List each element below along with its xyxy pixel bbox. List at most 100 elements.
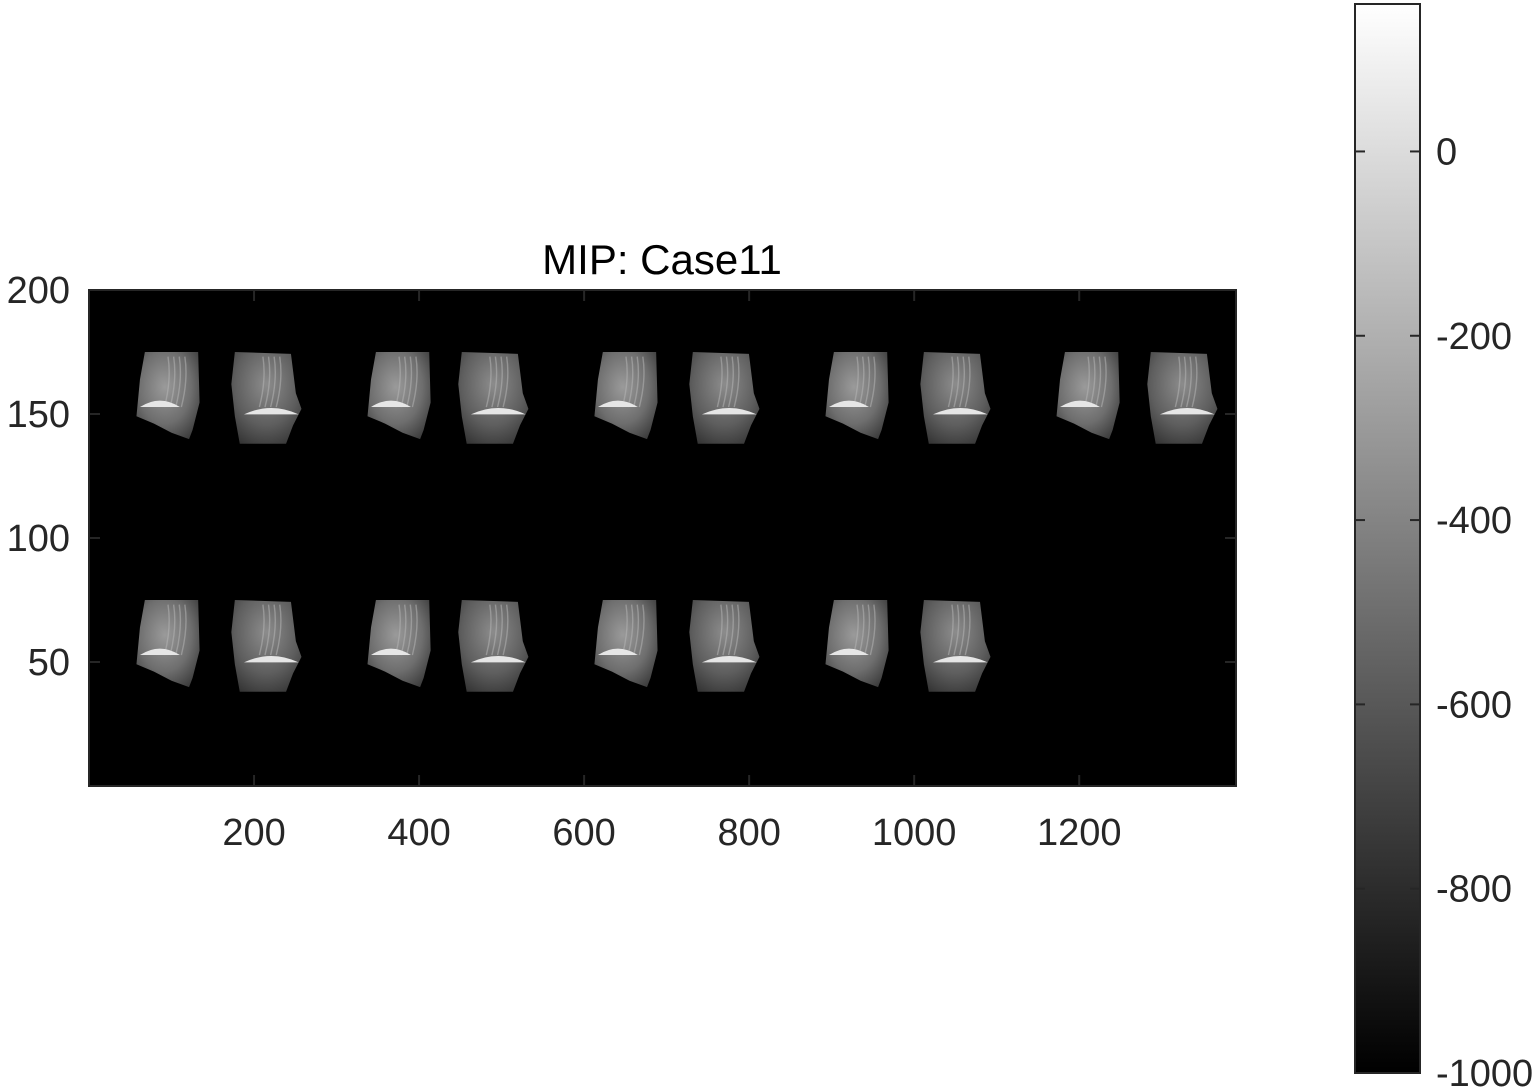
- vessel-streak: [633, 356, 640, 408]
- lung-projection: [367, 352, 431, 440]
- colorbar-tick-label: -800: [1436, 869, 1512, 911]
- vessel-streak: [716, 356, 723, 408]
- top-row-lung-panel: [689, 352, 760, 444]
- y-axis: 50 100 150 200: [7, 270, 1236, 684]
- vessel-streak: [175, 356, 182, 408]
- vessel-streak: [627, 604, 634, 656]
- vessel-streak: [1089, 356, 1096, 408]
- vessel-streak: [400, 604, 407, 656]
- diaphragm-dome: [932, 655, 988, 663]
- vessel-streak: [491, 604, 498, 656]
- diaphragm-dome: [701, 407, 757, 415]
- vessel-streak: [958, 356, 966, 408]
- bottom-row-lung-panel: [136, 600, 200, 688]
- vessel-streak: [502, 604, 509, 656]
- vessel-streak: [869, 356, 876, 408]
- chart-title: MIP: Case11: [542, 236, 782, 283]
- vessel-streak: [727, 604, 734, 656]
- diaphragm-dome: [243, 655, 299, 663]
- vessel-streak: [269, 604, 276, 656]
- x-tick-label: 1200: [1037, 812, 1122, 854]
- vessel-streak: [269, 356, 276, 408]
- vessel-streak: [627, 356, 634, 408]
- vessel-streak: [406, 356, 413, 408]
- lung-projection: [367, 600, 431, 688]
- vessel-streak: [869, 604, 876, 656]
- vessel-streak: [258, 356, 265, 408]
- top-row-lung-panel: [825, 352, 889, 440]
- vessel-streak: [180, 604, 187, 656]
- y-tick-label: 200: [7, 270, 70, 312]
- top-row-lung-panel: [136, 352, 200, 440]
- vessel-streak: [411, 604, 418, 656]
- vessel-streak: [958, 604, 966, 656]
- lung-projection: [594, 600, 658, 688]
- diaphragm-dome: [470, 655, 526, 663]
- x-tick-label: 1000: [872, 812, 957, 854]
- vessel-streak: [864, 604, 871, 656]
- top-row-lung-panel: [1056, 352, 1120, 440]
- vessel-streak: [180, 356, 187, 408]
- x-tick-label: 600: [552, 812, 615, 854]
- top-row-lung-panel: [458, 352, 529, 444]
- vessel-streak: [633, 604, 640, 656]
- diaphragm-dome: [932, 407, 988, 415]
- diaphragm-dome: [828, 648, 869, 656]
- y-tick-label: 100: [7, 518, 70, 560]
- vessel-streak: [485, 356, 492, 408]
- colorbar: 0 -200 -400 -600 -800 -1000: [1354, 3, 1533, 1091]
- y-tick-label: 150: [7, 394, 70, 436]
- lung-projection: [136, 352, 200, 440]
- vessel-streak: [638, 356, 645, 408]
- diaphragm-dome: [243, 407, 299, 415]
- y-tick-label: 50: [28, 642, 70, 684]
- vessel-streak: [169, 604, 176, 656]
- vessel-streak: [858, 356, 865, 408]
- colorbar-ticks: 0 -200 -400 -600 -800 -1000: [1355, 131, 1533, 1091]
- vessel-streak: [858, 604, 865, 656]
- mip-panels: [136, 352, 1218, 692]
- vessel-streak: [485, 604, 492, 656]
- vessel-streak: [964, 604, 971, 656]
- vessel-streak: [400, 356, 407, 408]
- vessel-streak: [264, 356, 271, 408]
- top-row-lung-panel: [1147, 352, 1218, 444]
- bottom-row-lung-panel: [367, 600, 431, 688]
- colorbar-tick-label: -600: [1436, 684, 1512, 726]
- vessel-streak: [1185, 356, 1192, 408]
- lung-projection: [136, 600, 200, 688]
- vessel-streak: [1174, 356, 1181, 408]
- vessel-streak: [496, 604, 503, 656]
- vessel-streak: [964, 356, 971, 408]
- bottom-row-lung-panel: [594, 600, 658, 688]
- vessel-streak: [733, 356, 740, 408]
- vessel-streak: [275, 356, 282, 408]
- colorbar-gradient: [1354, 3, 1421, 1074]
- bottom-row-lung-panel: [920, 600, 991, 692]
- diaphragm-dome: [828, 400, 869, 408]
- diaphragm-dome: [139, 648, 180, 656]
- bottom-row-lung-panel: [458, 600, 529, 692]
- lung-projection: [825, 600, 889, 688]
- vessel-streak: [169, 356, 176, 408]
- image-axes: 200 400 600 800 1000 1200 50 100 150 200 MIP: Ca…: [7, 236, 1237, 854]
- diaphragm-dome: [701, 655, 757, 663]
- vessel-streak: [947, 356, 954, 408]
- vessel-streak: [264, 604, 271, 656]
- bottom-row-lung-panel: [689, 600, 760, 692]
- vessel-streak: [411, 356, 418, 408]
- vessel-streak: [953, 604, 960, 656]
- diaphragm-dome: [371, 648, 411, 656]
- vessel-streak: [1100, 356, 1107, 408]
- diaphragm-dome: [597, 648, 638, 656]
- colorbar-tick-label: -400: [1436, 500, 1512, 542]
- vessel-streak: [947, 604, 954, 656]
- x-axis: 200 400 600 800 1000 1200: [222, 290, 1121, 854]
- vessel-streak: [258, 604, 265, 656]
- top-row-lung-panel: [920, 352, 991, 444]
- colorbar-tick-label: -1000: [1436, 1053, 1533, 1091]
- lung-projection: [1056, 352, 1120, 440]
- lung-projection: [594, 352, 658, 440]
- top-row-lung-panel: [367, 352, 431, 440]
